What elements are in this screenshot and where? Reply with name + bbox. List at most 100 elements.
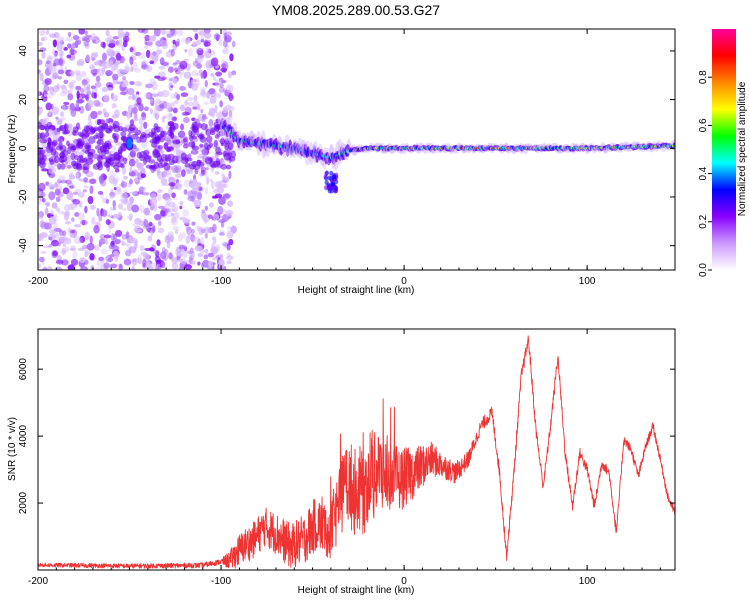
noise-speckle [208,202,214,208]
colorbar-tick-label: 0.8 [698,70,709,84]
noise-speckle [105,219,111,226]
y-tick-label: 6000 [18,358,29,381]
noise-speckle [197,261,201,266]
noise-speckle [108,43,116,48]
noise-speckle [207,260,214,268]
noise-speckle [81,245,89,250]
noise-speckle [215,71,223,77]
noise-speckle [230,225,237,234]
noise-speckle [156,263,160,268]
noise-speckle [213,160,221,168]
noise-speckle [44,207,49,216]
noise-speckle [154,113,160,120]
noise-speckle [218,258,225,267]
noise-speckle [207,252,215,258]
noise-speckle [72,126,79,133]
noise-speckle [66,54,72,59]
noise-speckle [142,190,146,196]
noise-speckle [79,257,86,264]
noise-speckle [220,63,227,68]
noise-speckle [60,236,69,242]
noise-speckle [209,88,217,98]
noise-speckle [120,181,128,189]
noise-speckle [138,186,145,195]
noise-speckle [106,48,113,57]
noise-speckle [65,72,72,77]
noise-speckle [184,106,192,116]
x-tick-label: 100 [579,576,596,587]
noise-speckle [187,101,193,107]
noise-speckle [168,82,174,91]
noise-speckle [87,99,94,109]
noise-speckle [178,244,185,250]
noise-speckle [96,207,100,217]
noise-speckle [196,56,203,64]
noise-speckle [183,189,188,195]
noise-speckle [101,86,109,93]
noise-speckle [171,165,179,174]
noise-speckle [171,192,176,199]
noise-speckle [205,167,209,171]
noise-speckle [118,125,124,132]
noise-speckle [84,30,88,36]
noise-speckle [58,136,65,143]
noise-speckle [184,48,188,53]
noise-speckle [164,30,172,35]
noise-speckle [167,208,171,213]
noise-speckle [202,114,207,118]
noise-speckle [227,116,234,120]
noise-speckle [226,36,231,43]
noise-speckle [181,37,187,43]
noise-speckle [85,125,94,130]
noise-speckle [208,88,216,95]
noise-speckle [87,195,94,205]
noise-speckle [63,79,69,85]
noise-speckle [101,142,110,148]
noise-speckle [131,265,136,270]
noise-speckle [39,72,44,82]
noise-speckle [67,143,76,148]
noise-speckle [183,71,192,79]
noise-speckle [226,255,234,260]
noise-speckle [49,159,55,165]
noise-speckle [70,47,75,56]
noise-speckle [222,48,229,54]
noise-speckle [135,158,139,164]
noise-speckle [131,204,140,213]
noise-speckle [149,60,155,65]
x-tick-label: 0 [401,576,407,587]
noise-speckle [77,131,85,137]
noise-speckle [156,171,165,180]
noise-speckle [131,49,137,56]
noise-speckle [189,249,196,259]
noise-speckle [106,87,114,91]
noise-speckle [74,188,81,193]
noise-speckle [96,67,105,77]
noise-speckle [97,125,104,133]
noise-speckle [76,71,80,77]
noise-speckle [80,219,88,226]
noise-speckle [225,84,234,93]
noise-speckle [129,196,134,204]
noise-speckle [107,214,112,218]
noise-speckle [176,29,184,37]
noise-speckle [189,164,196,170]
noise-speckle [131,107,138,114]
noise-speckle [67,264,75,270]
noise-speckle [163,136,171,142]
noise-speckle [226,230,234,239]
noise-speckle [102,61,107,71]
noise-speckle [58,118,64,123]
noise-speckle [228,109,233,118]
noise-speckle [111,144,117,153]
noise-speckle [203,101,209,105]
noise-speckle [200,228,206,234]
noise-speckle [59,124,67,132]
noise-speckle [144,207,149,216]
noise-speckle [136,97,142,105]
noise-speckle [90,110,98,120]
noise-speckle [83,39,89,47]
noise-speckle [115,52,122,61]
noise-speckle [228,92,234,102]
noise-speckle [77,140,85,147]
